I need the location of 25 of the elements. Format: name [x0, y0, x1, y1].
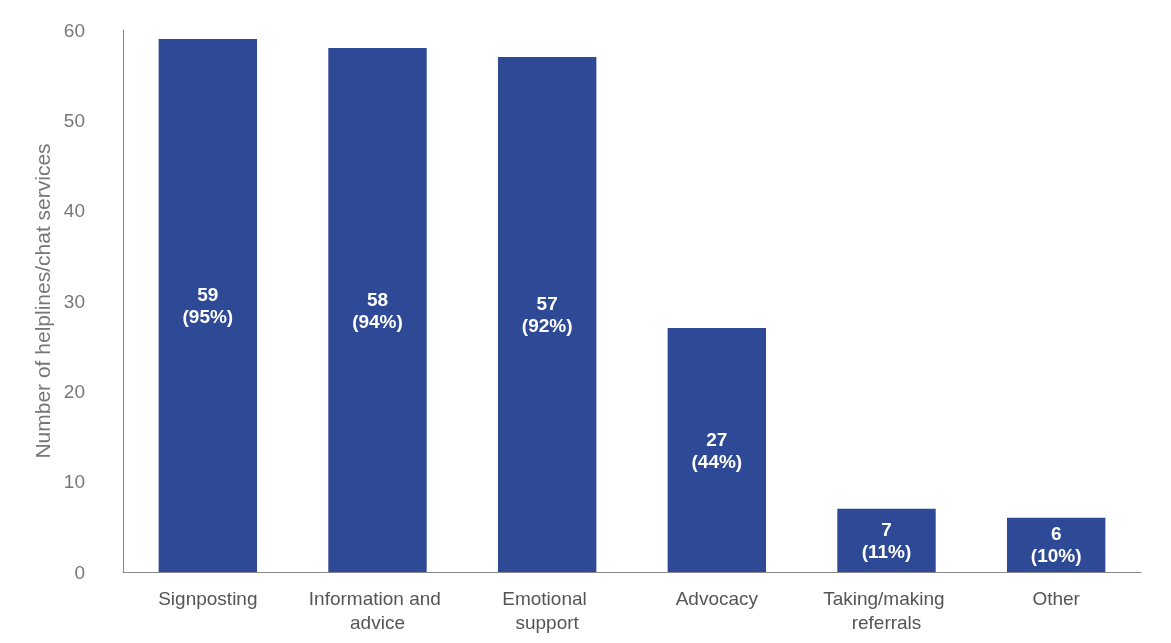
x-tick-label: Advocacy — [675, 587, 759, 609]
data-label: 58 (94%) — [352, 288, 403, 332]
y-tick-label: 30 — [63, 290, 85, 312]
y-axis-title: Number of helplines/chat services — [30, 143, 54, 459]
data-label: 27 (44%) — [691, 428, 743, 472]
bar — [667, 328, 767, 572]
x-tick-label: Taking/making referrals — [823, 587, 950, 633]
y-tick-label: 0 — [74, 561, 85, 583]
data-label: 59 (95%) — [182, 284, 234, 328]
x-tick-label: Information and advice — [308, 587, 447, 633]
bar — [158, 39, 258, 572]
data-label: 6 (10%) — [1030, 523, 1082, 567]
bar — [837, 508, 936, 572]
y-tick-label: 20 — [63, 380, 85, 402]
y-tick-label: 40 — [63, 200, 85, 222]
x-tick-label: Emotional support — [502, 587, 593, 633]
data-label: 7 (11%) — [861, 518, 912, 562]
data-label: 57 (92%) — [521, 293, 573, 337]
bar — [497, 57, 597, 572]
bar — [328, 48, 427, 572]
x-tick-label: Signposting — [158, 587, 258, 609]
y-tick-label: 10 — [63, 471, 85, 493]
y-tick-label: 50 — [63, 109, 85, 131]
y-tick-label: 60 — [63, 19, 85, 41]
x-tick-label: Other — [1032, 587, 1081, 609]
